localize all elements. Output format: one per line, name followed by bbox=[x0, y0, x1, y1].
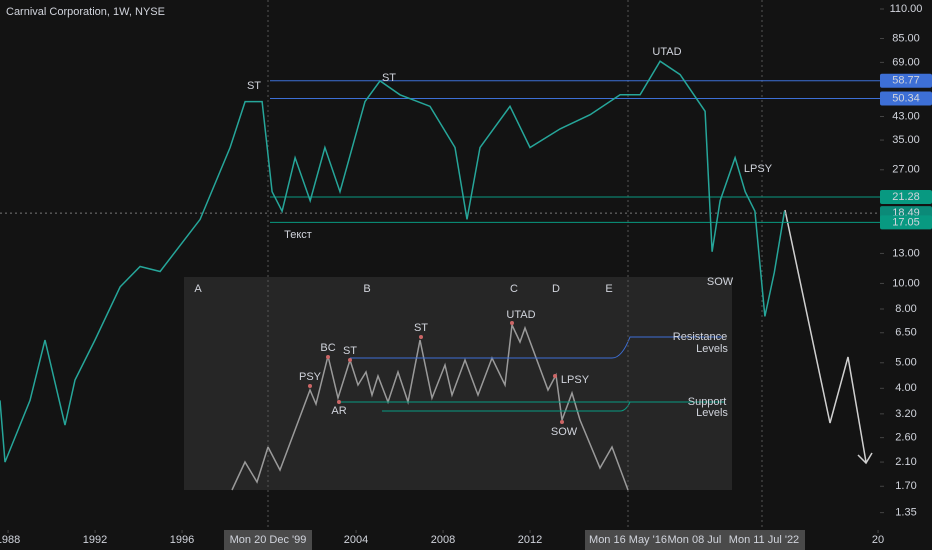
y-tick-label: 27.00 bbox=[892, 164, 920, 176]
y-tick-label: 2.60 bbox=[895, 432, 916, 444]
y-tick-label: 110.00 bbox=[890, 3, 923, 15]
inset-resistance-line bbox=[350, 336, 725, 359]
inset-label: PSY bbox=[299, 371, 322, 383]
x-tick-label: 1992 bbox=[83, 534, 107, 546]
inset-panel bbox=[184, 277, 732, 490]
y-tick-label: 1.35 bbox=[895, 507, 916, 519]
inset-dot bbox=[326, 355, 330, 359]
y-tick-label: 69.00 bbox=[892, 56, 920, 68]
date-label: Mon 11 Jul '22 bbox=[729, 534, 799, 546]
date-label-box bbox=[224, 530, 312, 550]
inset-label: ST bbox=[343, 345, 357, 357]
level-badge-label: 17.05 bbox=[892, 216, 920, 228]
annotation: SOW bbox=[707, 276, 734, 288]
inset-label: AR bbox=[331, 405, 346, 417]
inset-dot bbox=[419, 335, 423, 339]
x-tick-label: 2004 bbox=[344, 534, 368, 546]
y-tick-label: 35.00 bbox=[892, 134, 920, 146]
x-tick-label: 20 bbox=[872, 534, 884, 546]
inset-support: Support bbox=[688, 396, 727, 408]
projection-arrow bbox=[784, 209, 873, 465]
date-label: Mon 20 Dec '99 bbox=[230, 534, 307, 546]
inset-phase: D bbox=[552, 283, 560, 295]
annotation: LPSY bbox=[744, 163, 773, 175]
inset-label: LPSY bbox=[561, 374, 590, 386]
y-tick-label: 43.00 bbox=[892, 110, 920, 122]
x-tick-label: 1996 bbox=[170, 534, 194, 546]
inset-resistance: Resistance bbox=[673, 331, 727, 343]
y-tick-label: 6.50 bbox=[895, 327, 916, 339]
annotation: Текст bbox=[284, 229, 312, 241]
inset-phase: B bbox=[363, 283, 370, 295]
y-tick-label: 2.10 bbox=[895, 456, 916, 468]
date-label: Mon 08 Jul ' bbox=[668, 534, 727, 546]
annotation: ST bbox=[247, 80, 261, 92]
price-line bbox=[0, 60, 786, 463]
inset-label: BC bbox=[320, 342, 335, 354]
inset-phase: C bbox=[510, 283, 518, 295]
date-label: Mon 16 May '16 bbox=[589, 534, 667, 546]
level-badge-label: 21.28 bbox=[892, 191, 920, 203]
y-tick-label: 3.20 bbox=[895, 408, 916, 420]
annotation: UTAD bbox=[652, 46, 681, 58]
inset-dot bbox=[348, 358, 352, 362]
y-tick-label: 10.00 bbox=[892, 277, 920, 289]
date-label-box bbox=[585, 530, 671, 550]
level-badge-label: 58.77 bbox=[892, 75, 920, 87]
inset-resistance: Levels bbox=[696, 343, 728, 355]
inset-phase: E bbox=[605, 283, 612, 295]
level-badge-label: 50.34 bbox=[892, 92, 920, 104]
inset-dot bbox=[308, 384, 312, 388]
inset-dot bbox=[553, 374, 557, 378]
y-tick-label: 8.00 bbox=[895, 303, 916, 315]
inset-label: UTAD bbox=[506, 309, 535, 321]
level-badge bbox=[880, 190, 932, 205]
y-tick-label: 13.00 bbox=[892, 247, 920, 259]
date-label-box bbox=[723, 530, 805, 550]
x-tick-label: 2008 bbox=[431, 534, 455, 546]
level-badge bbox=[880, 215, 932, 230]
y-tick-label: 1.70 bbox=[895, 480, 916, 492]
inset-dot bbox=[510, 321, 514, 325]
inset-phase: A bbox=[194, 283, 202, 295]
inset-support: Levels bbox=[696, 407, 728, 419]
level-badge bbox=[880, 91, 932, 106]
x-tick-label: 1988 bbox=[0, 534, 20, 546]
y-tick-label: 4.00 bbox=[895, 382, 916, 394]
inset-support-line bbox=[340, 401, 725, 412]
chart-title: Carnival Corporation, 1W, NYSE bbox=[6, 6, 165, 18]
y-tick-label: 5.00 bbox=[895, 357, 916, 369]
y-tick-label: 85.00 bbox=[892, 32, 920, 44]
x-tick-label: 2012 bbox=[518, 534, 542, 546]
inset-schematic bbox=[231, 322, 629, 491]
level-badge bbox=[880, 73, 932, 88]
inset-dot bbox=[337, 400, 341, 404]
inset-label: SOW bbox=[551, 426, 578, 438]
inset-dot bbox=[560, 420, 564, 424]
annotation: ST bbox=[382, 72, 396, 84]
date-label-box bbox=[671, 530, 723, 550]
inset-label: ST bbox=[414, 322, 428, 334]
